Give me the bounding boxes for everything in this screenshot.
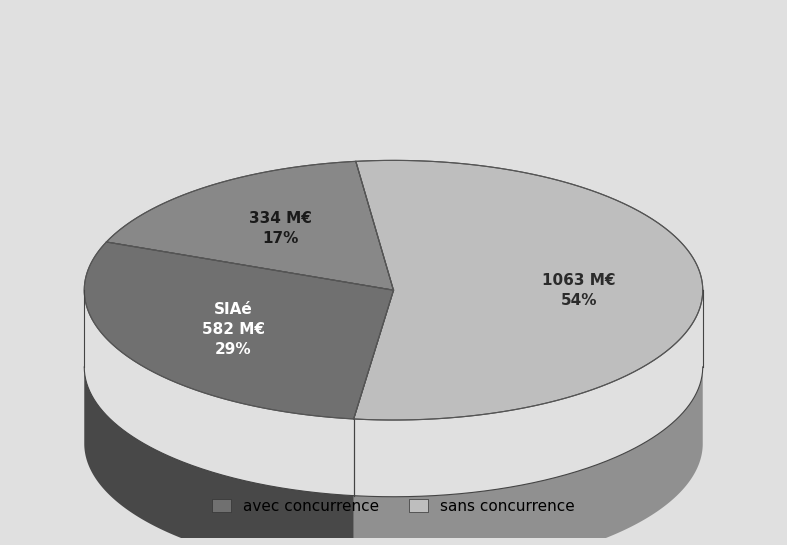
Polygon shape xyxy=(84,367,353,545)
Text: 334 M€
17%: 334 M€ 17% xyxy=(249,211,312,246)
Text: SIAé
582 M€
29%: SIAé 582 M€ 29% xyxy=(202,302,265,357)
Polygon shape xyxy=(353,160,703,420)
Text: 1063 M€
54%: 1063 M€ 54% xyxy=(542,273,615,308)
Polygon shape xyxy=(106,161,394,290)
Polygon shape xyxy=(84,242,394,419)
Polygon shape xyxy=(353,368,703,545)
Legend: avec concurrence, sans concurrence: avec concurrence, sans concurrence xyxy=(206,493,581,520)
